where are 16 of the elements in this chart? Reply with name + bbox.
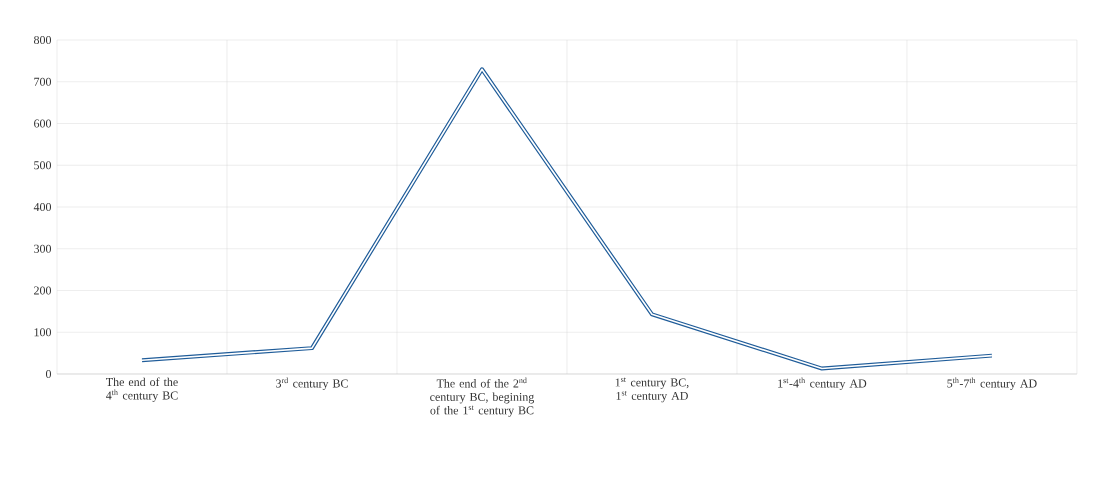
- y-tick-label: 600: [34, 119, 52, 128]
- y-tick-label: 500: [34, 161, 52, 170]
- x-tick-label: The end of the 2$^{nd}$ century BC, begining of the 1$^{st}$ century BC: [430, 377, 535, 417]
- x-tick-label: 1$^{st}$ century BC, 1$^{st}$ century AD: [615, 377, 689, 403]
- y-tick-label: 200: [34, 286, 52, 295]
- x-tick-label: 5$^{th}$-7$^{th}$ century AD: [947, 377, 1037, 390]
- y-tick-label: 300: [34, 244, 52, 253]
- x-tick-label: The end of the 4$^{th}$ century BC: [106, 377, 178, 402]
- y-tick-label: 400: [33, 202, 52, 212]
- y-tick-label: 700: [34, 77, 52, 86]
- x-tick-label: 1$^{st}$-4$^{th}$ century AD: [778, 377, 867, 390]
- y-tick-label: 800: [34, 35, 52, 45]
- y-tick-label: 100: [34, 328, 52, 337]
- y-tick-label: 0: [45, 369, 52, 379]
- x-tick-label: 3$^{rd}$ century BC: [276, 377, 348, 390]
- line-series: [140, 67, 994, 371]
